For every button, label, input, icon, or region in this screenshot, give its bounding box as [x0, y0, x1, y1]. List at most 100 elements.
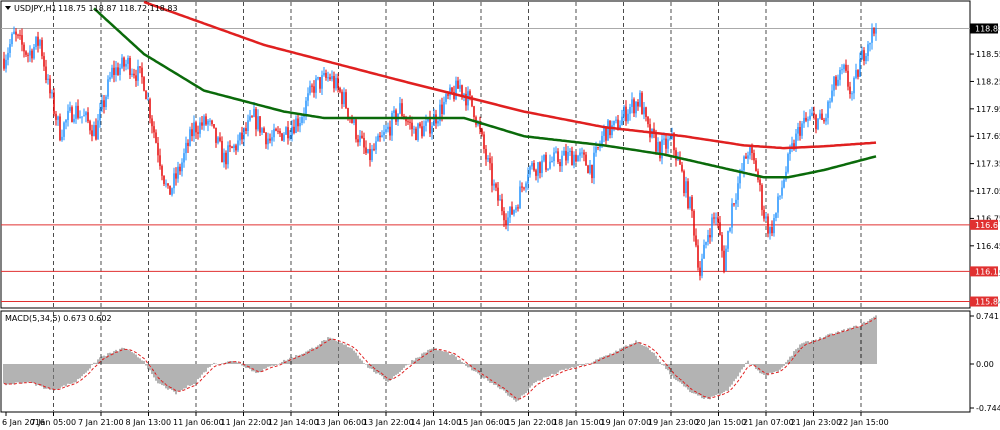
candle-body [823, 119, 825, 122]
candle-body [141, 67, 143, 78]
candle-body [111, 67, 113, 78]
candle-body [237, 140, 239, 151]
macd-bar [345, 344, 347, 364]
macd-bar [11, 364, 13, 384]
candle-body [533, 163, 535, 171]
macd-bar [581, 364, 583, 366]
macd-bar [453, 354, 455, 364]
candle-body [77, 105, 79, 118]
candle-body [735, 199, 737, 204]
candle-body [713, 217, 715, 219]
candle-body [307, 93, 309, 101]
candle-body [555, 151, 557, 153]
candle-body [781, 187, 783, 196]
macd-bar [297, 355, 299, 364]
macd-bar [367, 364, 369, 368]
symbol-menu-arrow-icon[interactable] [5, 6, 11, 10]
candle-body [357, 139, 359, 143]
candle-body [85, 112, 87, 116]
candle-body [159, 155, 161, 167]
macd-bar [667, 364, 669, 371]
candle-body [697, 245, 699, 268]
macd-bar [747, 360, 749, 364]
candle-body [519, 186, 521, 209]
candle-body [871, 28, 873, 43]
candle-body [429, 117, 431, 134]
candle-body [807, 119, 809, 121]
candle-body [733, 203, 735, 205]
candle-body [43, 56, 45, 67]
macd-bar [687, 364, 689, 390]
macd-bar [789, 356, 791, 364]
candle-body [333, 76, 335, 89]
candle-body [483, 134, 485, 149]
candle-body [21, 35, 23, 45]
macd-bar [103, 355, 105, 364]
candle-body [607, 120, 609, 141]
candle-body [227, 145, 229, 165]
macd-bar [293, 357, 295, 364]
macd-bar [465, 364, 467, 366]
candle-body [181, 162, 183, 172]
candle-body [351, 118, 353, 123]
macd-bar [475, 364, 477, 372]
candle-body [799, 127, 801, 136]
macd-bar [617, 350, 619, 364]
macd-bar [313, 348, 315, 364]
candle-body [207, 120, 209, 125]
macd-bar [859, 326, 861, 364]
macd-bar [265, 364, 267, 369]
candle-body [701, 258, 703, 276]
candle-body [761, 185, 763, 210]
macd-bar [705, 364, 707, 398]
candle-body [531, 163, 533, 167]
candle-body [469, 91, 471, 96]
candle-body [187, 142, 189, 146]
candle-body [853, 77, 855, 94]
macd-bar [847, 328, 849, 364]
macd-bar [389, 364, 391, 381]
macd-bar [283, 359, 285, 364]
macd-bar [279, 363, 281, 364]
macd-bar [13, 364, 15, 385]
time-label: 7 Jan 05:00 [31, 418, 77, 427]
macd-bar [521, 364, 523, 396]
candle-body [229, 145, 231, 147]
macd-bar [281, 361, 283, 364]
macd-bar [85, 364, 87, 373]
candle-body [675, 150, 677, 161]
macd-bar [809, 342, 811, 364]
macd-bar [855, 325, 857, 364]
macd-bar [533, 364, 535, 384]
candle-body [163, 175, 165, 184]
candle-body [29, 50, 31, 56]
macd-bar [483, 364, 485, 379]
candle-body [509, 206, 511, 218]
candle-body [813, 112, 815, 115]
candle-body [291, 126, 293, 136]
candles [3, 23, 877, 281]
candle-body [287, 127, 289, 139]
macd-bar [207, 364, 209, 368]
candle-body [191, 129, 193, 137]
macd-bar [839, 332, 841, 364]
candle-body [311, 85, 313, 87]
macd-bar [591, 362, 593, 364]
macd-bar [407, 364, 409, 365]
candle-body [421, 126, 423, 137]
candle-body [321, 75, 323, 89]
macd-bar [199, 364, 201, 378]
macd-bar [365, 364, 367, 365]
macd-bar [751, 364, 753, 365]
macd-bar [549, 364, 551, 377]
candle-body [319, 77, 321, 89]
candle-body [331, 76, 333, 80]
macd-bar [251, 364, 253, 372]
macd-bar [439, 349, 441, 364]
macd-bar [635, 340, 637, 364]
candle-body [215, 127, 217, 143]
candle-body [95, 125, 97, 140]
candle-body [669, 138, 671, 140]
candle-body [863, 50, 865, 62]
